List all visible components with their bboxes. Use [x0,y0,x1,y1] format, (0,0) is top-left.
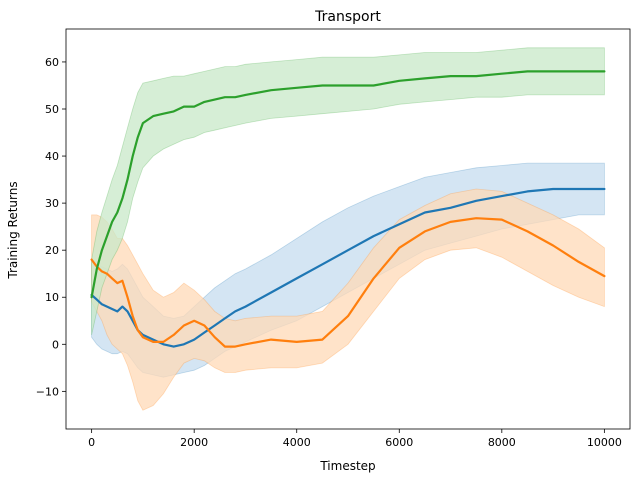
y-tick-label: 60 [45,56,59,69]
y-tick-label: 0 [52,338,59,351]
y-tick-label: 50 [45,103,59,116]
y-tick-label: 40 [45,150,59,163]
series-lines [90,70,606,348]
confidence-bands [91,47,605,411]
series-line-2 [90,217,606,348]
plot-frame [65,28,631,430]
y-tick-label: 30 [45,197,59,210]
confidence-band-3 [91,47,605,335]
y-tick-label: −10 [36,385,59,398]
x-axis: 0 2000 4000 6000 8000 10000 [88,429,622,449]
x-tick-label: 6000 [385,436,413,449]
y-tick-label: 10 [45,291,59,304]
x-tick-label: 10000 [587,436,622,449]
x-tick-label: 0 [88,436,95,449]
series-line-1 [90,187,606,348]
x-tick-label: 8000 [488,436,516,449]
x-tick-label: 2000 [180,436,208,449]
chart-title: Transport [314,9,381,25]
confidence-band-2 [91,188,605,411]
x-axis-label: Timestep [319,459,375,473]
x-tick-label: 4000 [283,436,311,449]
y-axis: −10 0 10 20 30 40 50 60 [36,56,66,398]
y-axis-label: Training Returns [6,181,20,279]
y-tick-label: 20 [45,244,59,257]
series-line-3 [90,70,606,299]
